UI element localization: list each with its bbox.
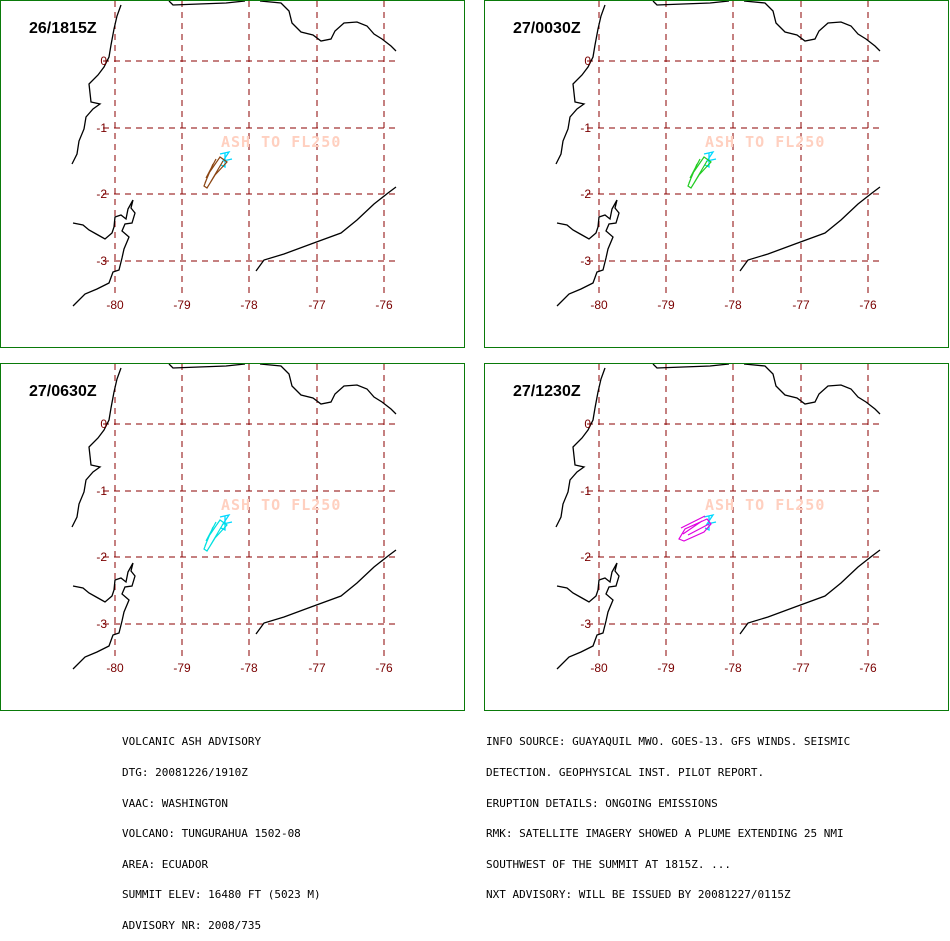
- volcano-mark: [219, 514, 233, 532]
- ash-level-label: ASH TO FL250: [705, 133, 825, 151]
- lon-label: -76: [859, 298, 877, 312]
- panel-time-label: 27/1230Z: [513, 383, 581, 400]
- lat-label: -3: [580, 617, 591, 631]
- ash-level-label: ASH TO FL250: [221, 133, 341, 151]
- lat-label: 0: [100, 54, 107, 68]
- coastline: [168, 364, 397, 415]
- lat-label: 0: [584, 54, 591, 68]
- lon-label: -77: [792, 298, 810, 312]
- lon-label: -77: [308, 298, 326, 312]
- lon-label: -79: [657, 661, 675, 675]
- lat-label: -1: [580, 484, 591, 498]
- panel-time-label: 27/0030Z: [513, 20, 581, 37]
- coastline: [652, 364, 881, 415]
- coastline: [72, 562, 136, 670]
- lon-label: -78: [240, 661, 258, 675]
- lon-label: -79: [657, 298, 675, 312]
- coastline: [739, 186, 881, 272]
- coastline: [555, 367, 606, 528]
- advisory-line: DETECTION. GEOPHYSICAL INST. PILOT REPOR…: [486, 766, 765, 779]
- volcano-mark: [219, 151, 233, 169]
- advisory-info-left: VOLCANIC ASH ADVISORY DTG: 20081226/1910…: [122, 717, 321, 941]
- advisory-line: VAAC: WASHINGTON: [122, 796, 228, 810]
- map-svg: 0 -1 -2 -3 -80 -79 -78 -77 -76 ASH TO FL250: [71, 364, 397, 675]
- lon-label: -78: [724, 298, 742, 312]
- lon-label: -76: [859, 661, 877, 675]
- lon-label: -80: [590, 661, 608, 675]
- panel-time-label: 26/1815Z: [29, 20, 97, 37]
- ash-level-label: ASH TO FL250: [705, 496, 825, 514]
- advisory-line: SUMMIT ELEV: 16480 FT (5023 M): [122, 888, 321, 902]
- lat-label: 0: [100, 417, 107, 431]
- lat-label: -1: [96, 121, 107, 135]
- lat-label: -1: [580, 121, 591, 135]
- panel-time-label: 27/0630Z: [29, 383, 97, 400]
- coastline: [555, 4, 606, 165]
- lon-label: -77: [792, 661, 810, 675]
- coastline: [71, 367, 122, 528]
- advisory-line: SOUTHWEST OF THE SUMMIT AT 1815Z. ...: [486, 857, 732, 871]
- map-svg: 0 -1 -2 -3 -80 -79 -78 -77 -76 ASH TO FL250: [71, 1, 397, 312]
- coastline: [556, 199, 620, 307]
- lat-label: -2: [580, 550, 591, 564]
- ash-level-label: ASH TO FL250: [221, 496, 341, 514]
- lat-label: 0: [584, 417, 591, 431]
- ash-plume: [203, 156, 228, 189]
- lon-label: -79: [173, 298, 191, 312]
- lon-label: -77: [308, 661, 326, 675]
- ash-plume: [678, 515, 712, 542]
- lat-label: -2: [96, 550, 107, 564]
- advisory-line: AREA: ECUADOR: [122, 857, 209, 871]
- advisory-line: RMK: SATELLITE IMAGERY SHOWED A PLUME EX…: [486, 827, 844, 841]
- lon-label: -80: [106, 661, 124, 675]
- lon-label: -78: [240, 298, 258, 312]
- lat-label: -1: [96, 484, 107, 498]
- advisory-line: ERUPTION DETAILS: ONGOING EMISSIONS: [486, 796, 718, 810]
- coastline: [556, 562, 620, 670]
- coastline: [71, 4, 122, 165]
- map-panel-1: 0 -1 -2 -3 -80 -79 -78 -77 -76 ASH TO FL250 26/18…: [0, 0, 465, 348]
- lat-label: -2: [580, 187, 591, 201]
- lat-label: -2: [96, 187, 107, 201]
- advisory-line: VOLCANIC ASH ADVISORY: [122, 735, 262, 749]
- lon-label: -76: [375, 298, 393, 312]
- lon-label: -80: [106, 298, 124, 312]
- advisory-line: VOLCANO: TUNGURAHUA 1502-08: [122, 827, 301, 841]
- volcano-mark: [703, 151, 717, 169]
- coastline: [168, 1, 397, 52]
- coastline: [739, 549, 881, 635]
- coastline: [255, 186, 397, 272]
- lon-label: -76: [375, 661, 393, 675]
- coastline: [72, 199, 136, 307]
- advisory-line: NXT ADVISORY: WILL BE ISSUED BY 20081227…: [486, 888, 791, 902]
- ash-plume: [687, 156, 712, 189]
- advisory-line: INFO SOURCE: GUAYAQUIL MWO. GOES-13. GFS…: [486, 735, 851, 749]
- lat-label: -3: [96, 254, 107, 268]
- advisory-line: DTG: 20081226/1910Z: [122, 766, 248, 779]
- map-svg: 0 -1 -2 -3 -80 -79 -78 -77 -76 ASH TO FL250: [555, 1, 881, 312]
- lat-label: -3: [580, 254, 591, 268]
- map-panel-4: 0 -1 -2 -3 -80 -79 -78 -77 -76 ASH TO FL250 27/12…: [484, 363, 949, 711]
- lon-label: -80: [590, 298, 608, 312]
- map-svg: 0 -1 -2 -3 -80 -79 -78 -77 -76 ASH TO FL250: [555, 364, 881, 675]
- coastline: [652, 1, 881, 52]
- advisory-info-right: INFO SOURCE: GUAYAQUIL MWO. GOES-13. GFS…: [486, 717, 850, 911]
- lon-label: -79: [173, 661, 191, 675]
- map-panel-3: 0 -1 -2 -3 -80 -79 -78 -77 -76 ASH TO FL250 27/06…: [0, 363, 465, 711]
- ash-plume: [203, 519, 228, 552]
- map-panel-2: 0 -1 -2 -3 -80 -79 -78 -77 -76 ASH TO FL250 27/00…: [484, 0, 949, 348]
- lon-label: -78: [724, 661, 742, 675]
- advisory-line: ADVISORY NR: 2008/735: [122, 918, 262, 932]
- coastline: [255, 549, 397, 635]
- lat-label: -3: [96, 617, 107, 631]
